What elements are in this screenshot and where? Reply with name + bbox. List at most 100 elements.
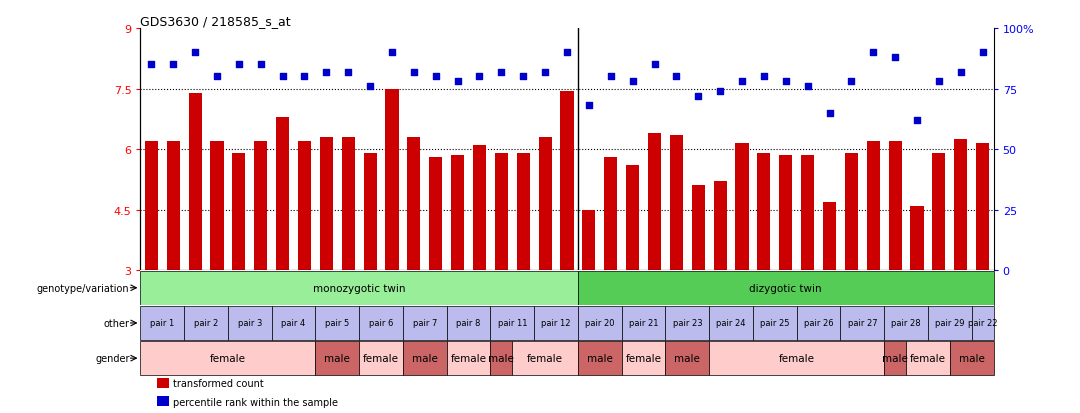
Bar: [539, 138, 552, 271]
Text: female: female: [779, 353, 814, 363]
Bar: [801, 156, 814, 271]
Text: transformed count: transformed count: [173, 378, 264, 388]
Point: [624, 79, 642, 85]
Point: [603, 74, 620, 81]
Bar: [867, 142, 880, 271]
Bar: [665, 306, 710, 340]
Bar: [298, 142, 311, 271]
Bar: [604, 158, 618, 271]
Bar: [495, 154, 508, 271]
Bar: [823, 202, 836, 271]
Bar: [535, 306, 578, 340]
Bar: [140, 342, 315, 375]
Bar: [714, 182, 727, 271]
Point: [537, 69, 554, 76]
Point: [405, 69, 422, 76]
Text: male: male: [488, 353, 514, 363]
Text: dizygotic twin: dizygotic twin: [750, 283, 822, 293]
Point: [427, 74, 444, 81]
Bar: [578, 306, 622, 340]
Bar: [840, 306, 885, 340]
Point: [908, 117, 926, 124]
Point: [164, 62, 181, 69]
Point: [821, 110, 838, 117]
Bar: [403, 342, 447, 375]
Point: [143, 62, 160, 69]
Bar: [254, 142, 267, 271]
Bar: [885, 306, 928, 340]
Text: pair 4: pair 4: [282, 319, 306, 328]
Point: [667, 74, 685, 81]
Point: [558, 50, 576, 56]
Bar: [228, 306, 272, 340]
Text: monozygotic twin: monozygotic twin: [313, 283, 405, 293]
Point: [799, 83, 816, 90]
Point: [208, 74, 226, 81]
Bar: [158, 396, 168, 406]
Text: male: male: [324, 353, 350, 363]
Bar: [753, 306, 797, 340]
Bar: [341, 138, 355, 271]
Text: GDS3630 / 218585_s_at: GDS3630 / 218585_s_at: [140, 15, 291, 28]
Text: female: female: [527, 353, 563, 363]
Bar: [735, 144, 748, 271]
Text: male: male: [959, 353, 985, 363]
Point: [712, 88, 729, 95]
Text: pair 26: pair 26: [804, 319, 834, 328]
Bar: [710, 306, 753, 340]
Text: pair 12: pair 12: [541, 319, 571, 328]
Bar: [473, 146, 486, 271]
Bar: [315, 342, 360, 375]
Bar: [490, 306, 535, 340]
Text: female: female: [363, 353, 399, 363]
Bar: [320, 138, 333, 271]
Bar: [407, 138, 420, 271]
Bar: [622, 306, 665, 340]
Text: female: female: [625, 353, 662, 363]
Text: female: female: [450, 353, 487, 363]
Bar: [578, 342, 622, 375]
Bar: [845, 154, 858, 271]
Point: [274, 74, 292, 81]
Bar: [932, 154, 945, 271]
Bar: [360, 342, 403, 375]
Bar: [976, 144, 989, 271]
Bar: [360, 306, 403, 340]
Point: [733, 79, 751, 85]
Bar: [691, 186, 705, 271]
Bar: [447, 306, 490, 340]
Text: pair 1: pair 1: [150, 319, 174, 328]
Bar: [166, 142, 179, 271]
Text: male: male: [411, 353, 437, 363]
Bar: [561, 91, 573, 271]
Point: [383, 50, 401, 56]
Point: [690, 93, 707, 100]
Bar: [670, 135, 683, 271]
Text: pair 3: pair 3: [238, 319, 262, 328]
Text: pair 20: pair 20: [585, 319, 615, 328]
Text: pair 7: pair 7: [413, 319, 437, 328]
Text: female: female: [910, 353, 946, 363]
Bar: [364, 154, 377, 271]
Point: [230, 62, 247, 69]
Text: pair 27: pair 27: [848, 319, 877, 328]
Bar: [211, 142, 224, 271]
Bar: [757, 154, 770, 271]
Bar: [429, 158, 443, 271]
Bar: [451, 156, 464, 271]
Text: pair 28: pair 28: [891, 319, 921, 328]
Point: [471, 74, 488, 81]
Point: [930, 79, 947, 85]
Bar: [490, 342, 512, 375]
Point: [318, 69, 335, 76]
Bar: [910, 206, 923, 271]
Bar: [622, 342, 665, 375]
Text: pair 6: pair 6: [369, 319, 393, 328]
Text: male: male: [674, 353, 700, 363]
Text: pair 5: pair 5: [325, 319, 350, 328]
Text: female: female: [210, 353, 246, 363]
Point: [580, 103, 597, 109]
Bar: [582, 210, 595, 271]
Bar: [232, 154, 245, 271]
Point: [187, 50, 204, 56]
